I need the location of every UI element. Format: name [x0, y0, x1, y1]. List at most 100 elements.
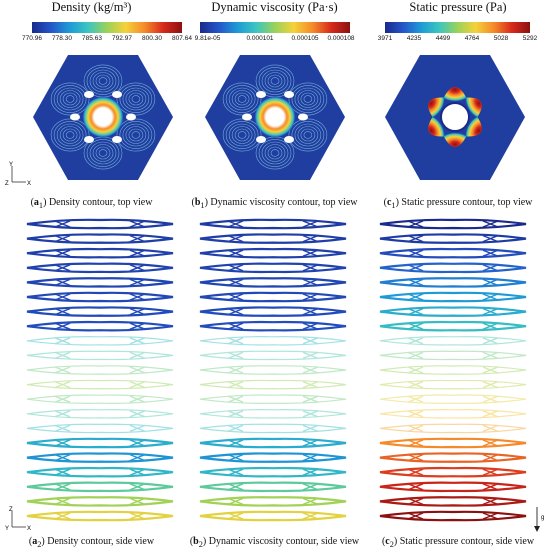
tick-label: 5292 [522, 35, 538, 42]
tray [379, 320, 527, 332]
streamline [119, 85, 153, 113]
streamline [297, 126, 319, 144]
streamline [294, 123, 322, 147]
streamline [122, 87, 150, 111]
caption-a1: (a1) Density contour, top view [30, 197, 153, 210]
tray [379, 423, 527, 434]
streamline [300, 92, 316, 106]
streamline [116, 118, 156, 152]
streamline [270, 77, 280, 85]
streamline [303, 95, 313, 103]
hub-holes [242, 91, 308, 143]
pressure-lobe [463, 97, 482, 119]
caption-c1: (c1) Static pressure contour, top view [383, 197, 533, 210]
streamline [89, 69, 117, 93]
tick-label: 3971 [377, 35, 393, 42]
tray [26, 306, 174, 317]
streamline [264, 144, 286, 162]
streamline [231, 90, 253, 108]
vortex-streamlines [50, 64, 156, 170]
streamline [300, 128, 316, 142]
streamline [95, 74, 111, 88]
streamline [222, 82, 262, 116]
streamline [62, 128, 78, 142]
tray [379, 466, 527, 478]
colorbar-viscosity [200, 22, 350, 33]
central-hub [440, 102, 470, 132]
tray [26, 466, 174, 478]
streamline [225, 85, 259, 113]
streamline [56, 87, 84, 111]
hole [256, 91, 266, 98]
streamline [228, 123, 256, 147]
pressure-lobe [463, 115, 482, 137]
tray [379, 336, 527, 346]
streamline [92, 144, 114, 162]
central-hub [83, 97, 123, 137]
tray [199, 350, 347, 361]
pressure-lobe [443, 130, 467, 147]
streamline [65, 131, 75, 139]
tray [199, 452, 347, 463]
tray [379, 218, 527, 230]
tray [379, 277, 527, 288]
streamline [303, 131, 313, 139]
hole [284, 91, 294, 98]
hole [84, 136, 94, 143]
streamline [95, 146, 111, 160]
tick-label: 807.64 [172, 35, 192, 42]
streamline [50, 82, 90, 116]
streamline [125, 126, 147, 144]
tray [26, 423, 174, 434]
axis-label-z: Z [5, 181, 9, 187]
tray [26, 233, 174, 244]
tray [199, 409, 347, 419]
tray [199, 510, 347, 522]
colorbar-ticks-density: 770.96 778.30 785.63 792.97 800.30 807.6… [22, 35, 192, 45]
streamline [59, 90, 81, 108]
tray [379, 291, 527, 303]
streamline [89, 141, 117, 165]
streamline [297, 90, 319, 108]
streamline [288, 118, 328, 152]
streamline [228, 87, 256, 111]
tick-label: 792.97 [112, 35, 132, 42]
streamline [53, 85, 87, 113]
streamline [59, 126, 81, 144]
tray [199, 365, 347, 375]
side-view-pressure [379, 218, 527, 522]
tray [26, 218, 174, 230]
streamline [267, 74, 283, 88]
tray [199, 394, 347, 404]
hole [84, 91, 94, 98]
tray [199, 291, 347, 303]
tick-label: 5028 [493, 35, 509, 42]
tray [26, 437, 174, 449]
colorbar-title-pressure: Static pressure (Pa) [409, 0, 507, 14]
streamline [267, 146, 283, 160]
streamline [258, 139, 292, 167]
top-view-pressure [385, 55, 525, 180]
tray [26, 350, 174, 361]
tray [379, 510, 527, 522]
tray [26, 510, 174, 522]
tray [199, 233, 347, 244]
caption-b1: (b1) Dynamic viscosity contour, top view [191, 197, 358, 210]
axis-label-y: Y [5, 526, 9, 532]
streamline [50, 118, 90, 152]
top-view-density [33, 55, 173, 180]
gravity-arrow: g [534, 507, 544, 532]
tick-label: 778.30 [52, 35, 72, 42]
pressure-lobe [428, 115, 447, 137]
streamline [291, 85, 325, 113]
tick-label: 0.000101 [246, 35, 274, 42]
tray [199, 218, 347, 230]
tick-label: 785.63 [82, 35, 102, 42]
colorbar-ticks-viscosity: 9.81e-05 0.000101 0.000105 0.000108 [195, 35, 355, 45]
side-view-viscosity [199, 218, 347, 522]
colorbar-ticks-pressure: 3971 4235 4499 4764 5028 5292 [378, 35, 537, 45]
streamline [270, 149, 280, 157]
top-view-viscosity [205, 55, 345, 180]
tray [26, 262, 174, 274]
tray [379, 306, 527, 317]
